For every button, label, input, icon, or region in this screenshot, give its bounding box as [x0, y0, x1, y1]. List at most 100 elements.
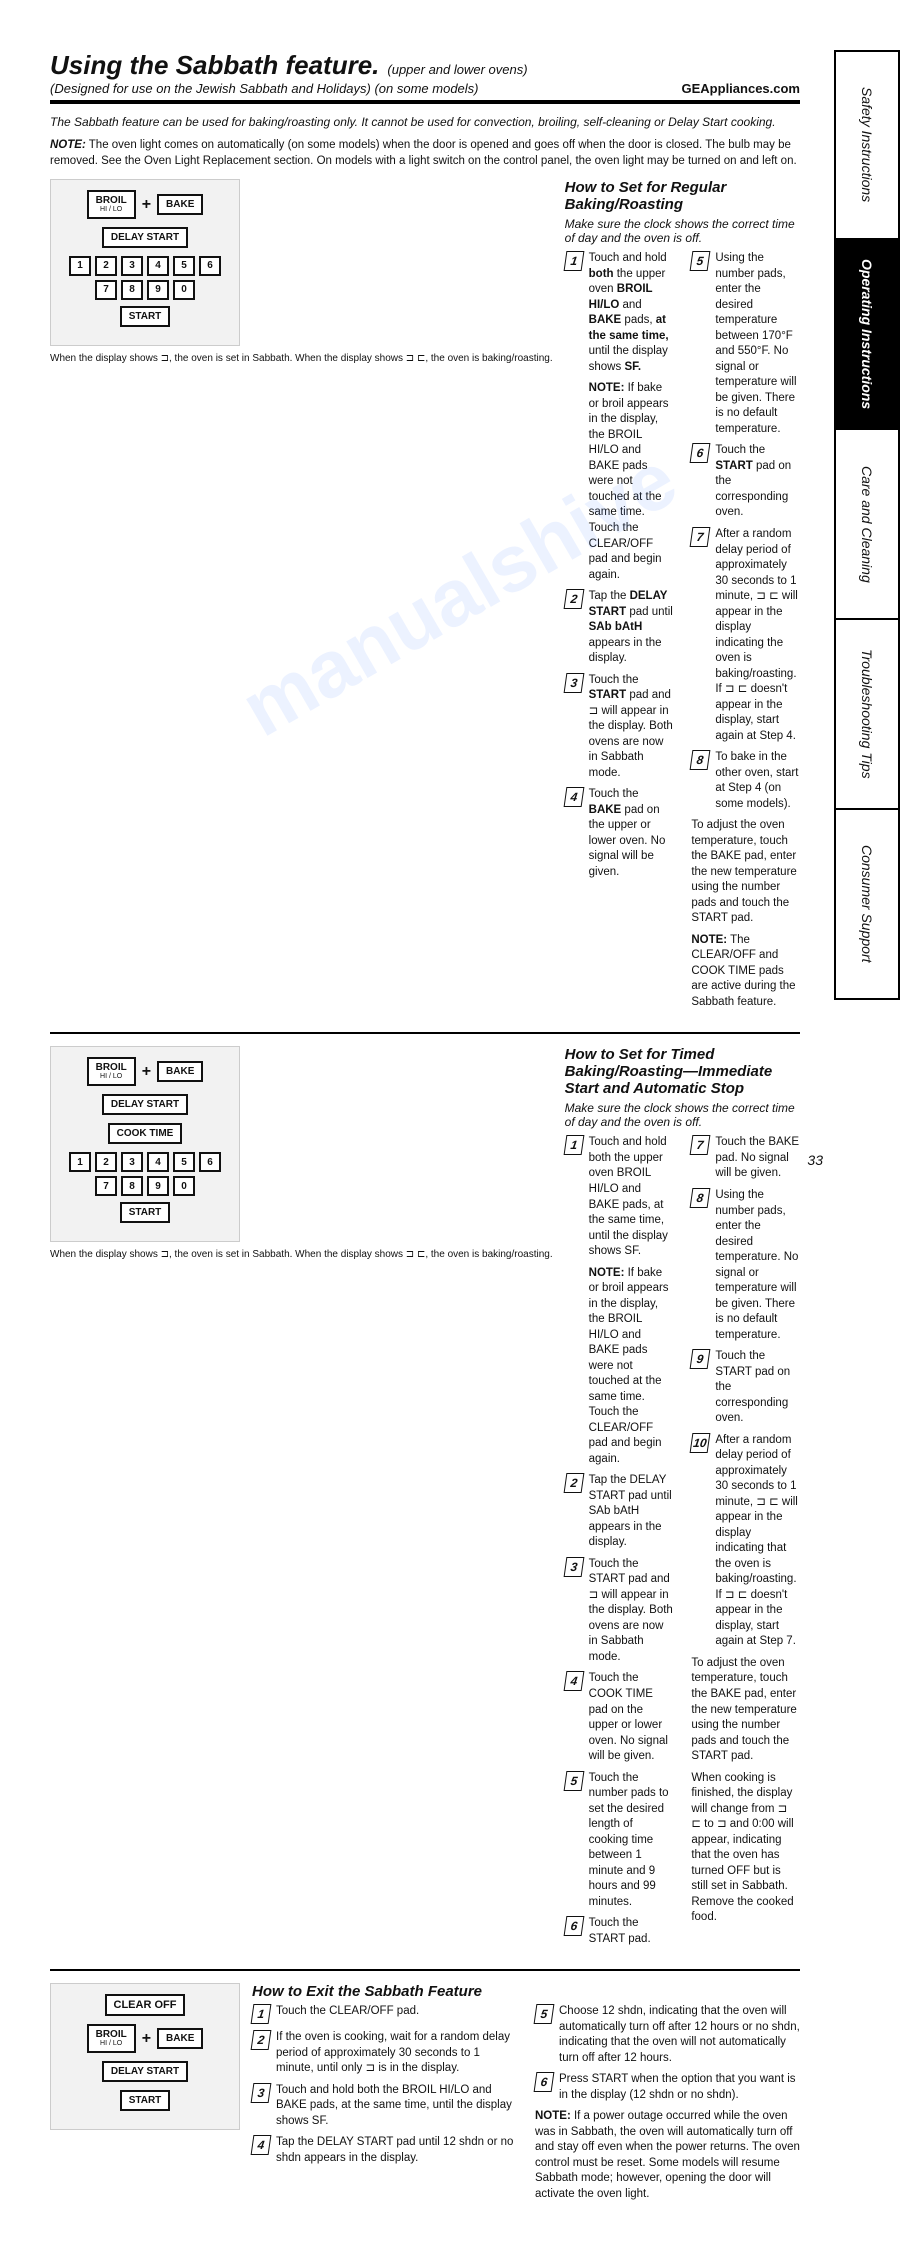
key-2: 2: [95, 1152, 117, 1172]
delay-start-button: DELAY START: [102, 1094, 188, 1115]
broil-button: BROILHI / LO: [87, 1057, 136, 1086]
key-8: 8: [121, 1176, 143, 1196]
step-num: 1: [563, 251, 584, 271]
section1-title: How to Set for Regular Baking/Roasting: [565, 179, 800, 213]
start-button: START: [120, 2090, 171, 2111]
tab-consumer[interactable]: Consumer Support: [834, 810, 900, 1000]
step-text: Press START when the option that you wan…: [559, 2072, 800, 2103]
step-num: 9: [690, 1349, 711, 1369]
step-text: Choose 12 shdn, indicating that the oven…: [559, 2004, 800, 2066]
step-num: 6: [534, 2072, 555, 2092]
step-text: Touch the number pads to set the desired…: [589, 1771, 674, 1911]
step-num: 5: [563, 1771, 584, 1791]
step-text: Using the number pads, enter the desired…: [715, 251, 800, 437]
step-text: Touch and hold both the BROIL HI/LO and …: [276, 2083, 517, 2130]
step-num: 5: [690, 251, 711, 271]
step-text: To bake in the other oven, start at Step…: [715, 750, 800, 812]
step-text: Tap the DELAY START pad until SAb bAtH a…: [589, 589, 674, 667]
section2-lead: Make sure the clock shows the correct ti…: [565, 1101, 800, 1129]
step-num: 7: [690, 1135, 711, 1155]
key-4: 4: [147, 256, 169, 276]
step-num: 1: [563, 1135, 584, 1155]
step-num: 3: [563, 1557, 584, 1577]
step-num: 2: [563, 589, 584, 609]
panel-caption-2: When the display shows ⊐, the oven is se…: [50, 1248, 553, 1261]
side-tabs: Safety Instructions Operating Instructio…: [834, 50, 900, 1000]
tab-care[interactable]: Care and Cleaning: [834, 430, 900, 620]
control-panel-2: BROILHI / LO + BAKE DELAY START COOK TIM…: [50, 1046, 240, 1242]
step-num: 5: [534, 2004, 555, 2024]
step-num: 6: [690, 443, 711, 463]
step-text: Touch the COOK TIME pad on the upper or …: [589, 1671, 674, 1764]
plus-icon: +: [142, 196, 151, 214]
step-num: 2: [251, 2030, 272, 2050]
step-text: If the oven is cooking, wait for a rando…: [276, 2030, 517, 2077]
bake-button: BAKE: [157, 2028, 203, 2049]
website-link[interactable]: GEAppliances.com: [682, 81, 800, 96]
key-0: 0: [173, 1176, 195, 1196]
step-num: 10: [690, 1433, 711, 1453]
key-7: 7: [95, 1176, 117, 1196]
clear-off-button: CLEAR OFF: [105, 1994, 186, 2016]
broil-button: BROILHI / LO: [87, 190, 136, 219]
step-text: Tap the DELAY START pad until SAb bAtH a…: [589, 1473, 674, 1551]
step-num: 3: [563, 673, 584, 693]
key-1: 1: [69, 1152, 91, 1172]
tab-safety[interactable]: Safety Instructions: [834, 50, 900, 240]
broil-button: BROILHI / LO: [87, 2024, 136, 2053]
step-num: 4: [563, 787, 584, 807]
step-num: 8: [690, 1188, 711, 1208]
section-timed-baking: BROILHI / LO + BAKE DELAY START COOK TIM…: [50, 1046, 800, 1953]
page-title: Using the Sabbath feature.: [50, 50, 379, 81]
tab-operating[interactable]: Operating Instructions: [834, 240, 900, 430]
step-text: Touch the START pad and ⊐ will appear in…: [589, 1557, 674, 1666]
key-9: 9: [147, 280, 169, 300]
bake-button: BAKE: [157, 1061, 203, 1082]
step-num: 8: [690, 750, 711, 770]
key-6: 6: [199, 256, 221, 276]
step-num: 3: [251, 2083, 272, 2103]
adjust-text: To adjust the oven temperature, touch th…: [691, 818, 800, 927]
section1-lead: Make sure the clock shows the correct ti…: [565, 217, 800, 245]
plus-icon: +: [142, 1063, 151, 1081]
step-text: After a random delay period of approxima…: [715, 527, 800, 744]
section3-title: How to Exit the Sabbath Feature: [252, 1983, 800, 2000]
key-0: 0: [173, 280, 195, 300]
section-exit-sabbath: CLEAR OFF BROILHI / LO + BAKE DELAY STAR…: [50, 1983, 800, 2208]
control-panel-3: CLEAR OFF BROILHI / LO + BAKE DELAY STAR…: [50, 1983, 240, 2130]
tab-troubleshoot[interactable]: Troubleshooting Tips: [834, 620, 900, 810]
subtitle-top: (upper and lower ovens): [387, 62, 527, 77]
adjust-text: To adjust the oven temperature, touch th…: [691, 1656, 800, 1765]
step-text: Touch the START pad on the corresponding…: [715, 1349, 800, 1427]
step-num: 4: [251, 2135, 272, 2155]
key-3: 3: [121, 1152, 143, 1172]
bake-button: BAKE: [157, 194, 203, 215]
control-panel-1: BROILHI / LO + BAKE DELAY START 1 2 3 4 …: [50, 179, 240, 346]
key-9: 9: [147, 1176, 169, 1196]
step-text: Touch and hold both the upper oven BROIL…: [589, 1135, 674, 1259]
cook-time-button: COOK TIME: [108, 1123, 183, 1144]
key-3: 3: [121, 256, 143, 276]
note-top: NOTE: The oven light comes on automatica…: [50, 138, 800, 169]
step-num: 2: [563, 1473, 584, 1493]
step-num: 1: [251, 2004, 272, 2024]
step-num: 7: [690, 527, 711, 547]
key-2: 2: [95, 256, 117, 276]
section2-title: How to Set for Timed Baking/Roasting—Imm…: [565, 1046, 800, 1097]
divider: [50, 1032, 800, 1034]
header: Using the Sabbath feature. (upper and lo…: [50, 50, 800, 104]
key-5: 5: [173, 1152, 195, 1172]
panel-caption-1: When the display shows ⊐, the oven is se…: [50, 352, 553, 365]
step-text: Touch the BAKE pad. No signal will be gi…: [715, 1135, 800, 1182]
start-button: START: [120, 306, 171, 327]
step-text: Touch the START pad and ⊐ will appear in…: [589, 673, 674, 782]
plus-icon: +: [142, 2030, 151, 2048]
numpad: 1 2 3 4 5 6 7 8 9 0: [59, 256, 231, 300]
start-button: START: [120, 1202, 171, 1223]
key-4: 4: [147, 1152, 169, 1172]
key-6: 6: [199, 1152, 221, 1172]
note-text: NOTE: The CLEAR/OFF and COOK TIME pads a…: [691, 933, 800, 1011]
delay-start-button: DELAY START: [102, 227, 188, 248]
key-1: 1: [69, 256, 91, 276]
page-content: Using the Sabbath feature. (upper and lo…: [0, 0, 820, 2244]
